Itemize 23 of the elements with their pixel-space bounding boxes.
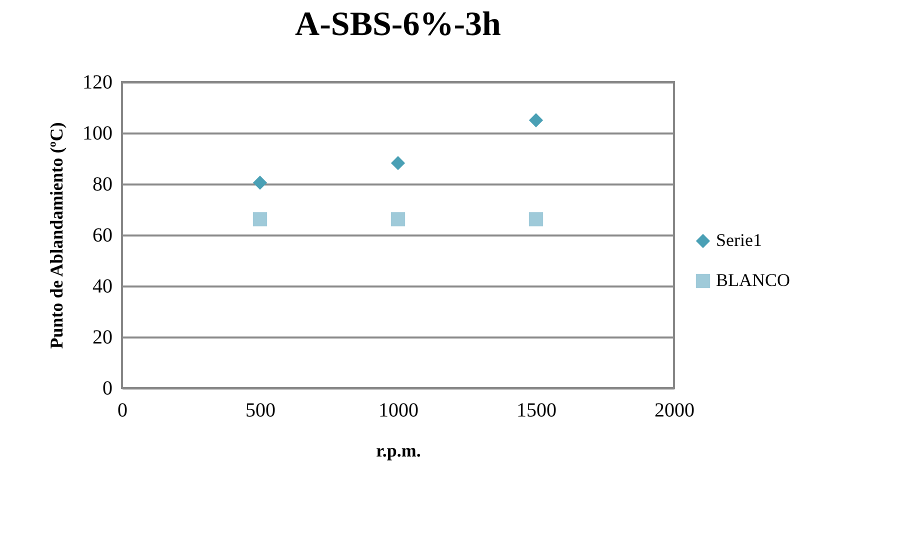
y-tick-label: 80 <box>92 174 112 196</box>
legend-label: Serie1 <box>716 230 762 250</box>
x-tick-label: 0 <box>118 400 128 422</box>
point <box>252 176 268 190</box>
point <box>390 156 406 170</box>
x-tick-label: 1500 <box>516 400 556 422</box>
y-tick-label: 60 <box>92 224 112 246</box>
point <box>528 212 544 226</box>
x-axis-title: r.p.m. <box>376 440 421 460</box>
chart-title: A-SBS-6%-3h <box>295 6 502 43</box>
point <box>528 113 544 128</box>
y-tick-label: 20 <box>92 326 112 348</box>
point <box>390 212 406 226</box>
point <box>252 212 268 226</box>
x-tick-label: 500 <box>246 400 276 422</box>
y-tick-label: 0 <box>102 378 112 400</box>
legend-label: BLANCO <box>716 270 790 290</box>
y-tick-label: 100 <box>82 122 112 144</box>
y-tick-label: 40 <box>92 276 112 298</box>
x-tick-label: 2000 <box>654 400 694 422</box>
y-tick-label: 120 <box>82 72 112 94</box>
x-tick-label: 1000 <box>378 400 418 422</box>
y-axis-title: Punto de Ablandamiento (ºC) <box>46 122 66 349</box>
